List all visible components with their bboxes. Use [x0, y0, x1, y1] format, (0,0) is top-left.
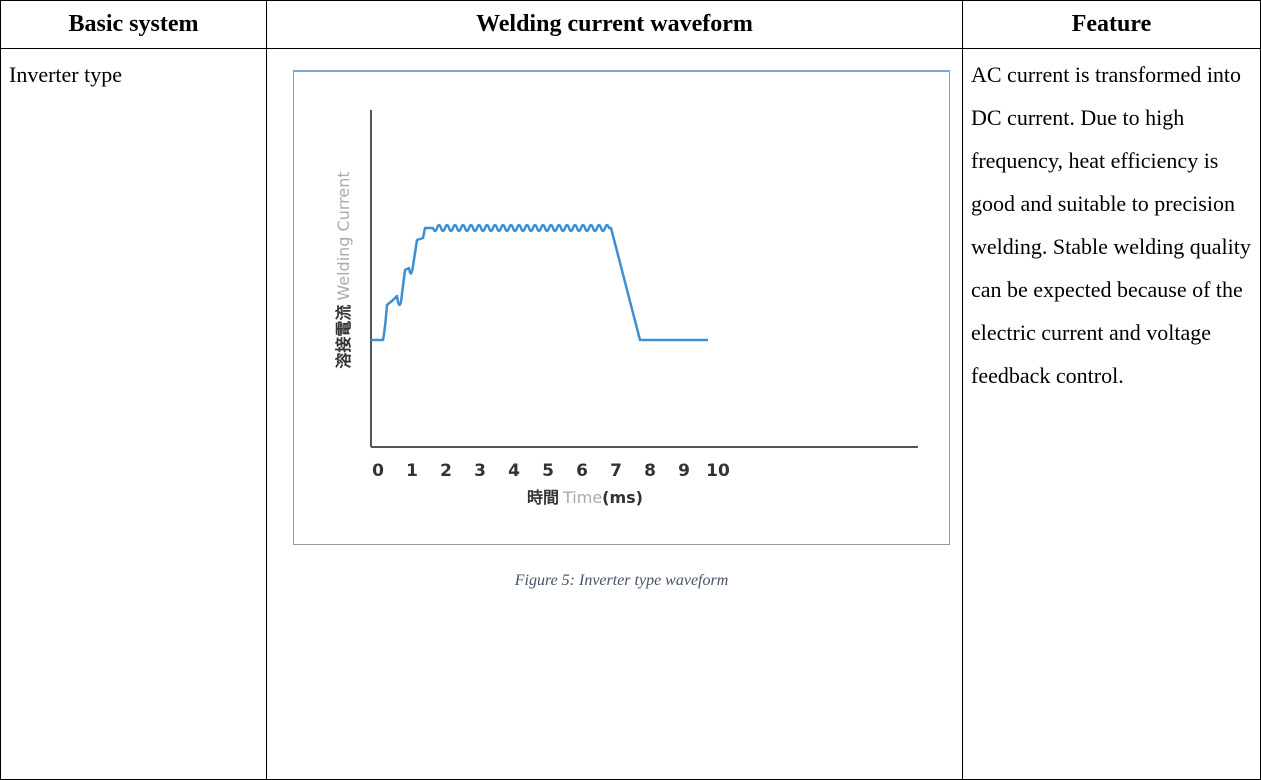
x-tick-label: 9 — [678, 461, 690, 481]
x-tick-label: 7 — [610, 461, 622, 481]
x-label-jp: 時間 — [527, 488, 559, 507]
waveform — [371, 223, 708, 342]
x-tick-label: 3 — [474, 461, 486, 481]
x-label-en: Time — [562, 488, 602, 507]
x-tick-label: 10 — [706, 461, 730, 481]
body-cell: Inverter type — [0, 48, 267, 780]
x-axis-label: 時間 Time(ms) — [527, 488, 643, 507]
y-axis-label: 溶接電流 Welding Current — [334, 171, 353, 368]
y-label-en: Welding Current — [334, 171, 353, 300]
header-cell: Welding current waveform — [266, 0, 963, 49]
waveform-figure: 溶接電流 Welding Current 時間 Time(ms) 0 1 2 3 4 5 6 7 8… — [293, 70, 950, 545]
header-cell: Feature — [962, 0, 1261, 49]
x-tick-label: 2 — [440, 461, 452, 481]
x-label-unit: (ms) — [602, 488, 643, 507]
x-tick-label: 1 — [406, 461, 418, 481]
x-tick-label: 6 — [576, 461, 588, 481]
figure-caption: Figure 5: Inverter type waveform — [514, 572, 729, 589]
x-tick-label: 0 — [372, 461, 384, 481]
y-label-jp: 溶接電流 — [334, 305, 353, 369]
x-tick-label: 8 — [644, 461, 656, 481]
header-cell: Basic system — [0, 0, 267, 49]
body-cell: AC current is transformed into DC curren… — [962, 48, 1261, 780]
x-tick-label: 5 — [542, 461, 554, 481]
x-tick-label: 4 — [508, 461, 520, 481]
